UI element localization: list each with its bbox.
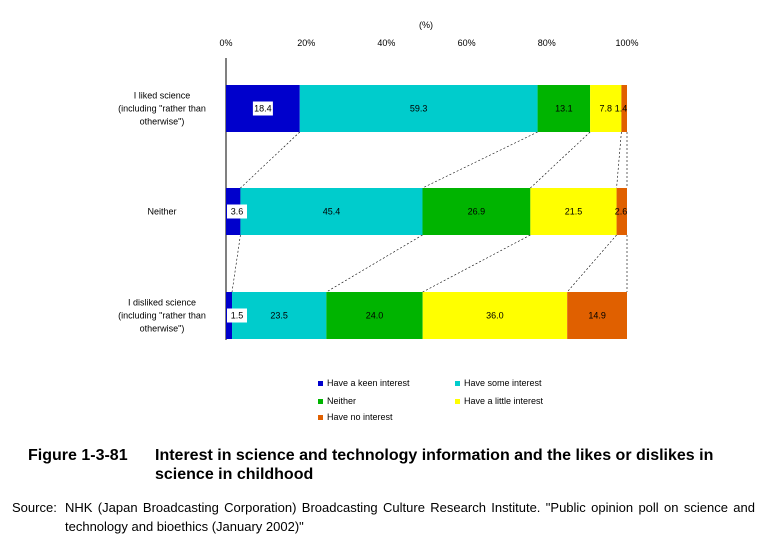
data-label: 23.5 xyxy=(270,311,288,321)
data-label: 18.4 xyxy=(254,104,272,114)
data-label: 36.0 xyxy=(486,311,504,321)
data-label: 14.9 xyxy=(588,311,606,321)
bar-segment xyxy=(621,85,627,132)
data-label: 7.8 xyxy=(599,104,612,114)
data-labels: 18.4 59.3 13.1 7.8 1.4 3.6 45.4 26.9 21.5 2.6 1.5 2… xyxy=(227,101,628,323)
data-label: 45.4 xyxy=(323,207,341,217)
legend-label: Have a keen interest xyxy=(327,378,410,388)
connector-line xyxy=(422,234,531,293)
legend-label: Neither xyxy=(327,396,356,406)
x-tick-label: 100% xyxy=(615,38,638,48)
bar-segment xyxy=(326,292,423,339)
bar-segment xyxy=(240,188,423,235)
x-tick-label: 40% xyxy=(377,38,395,48)
legend-swatch xyxy=(318,415,323,420)
bar-segment xyxy=(567,292,627,339)
x-tick-label: 60% xyxy=(458,38,476,48)
data-label-box xyxy=(227,204,247,219)
data-label: 59.3 xyxy=(410,104,428,114)
legend-label: Have no interest xyxy=(327,412,393,422)
bar-segment xyxy=(530,188,617,235)
figure-title: Interest in science and technology infor… xyxy=(155,447,714,483)
category-label: I liked science xyxy=(134,91,191,101)
data-label: 1.5 xyxy=(231,311,244,321)
legend-swatch xyxy=(318,399,323,404)
x-tick-label: 20% xyxy=(297,38,315,48)
category-label: otherwise") xyxy=(140,117,185,127)
legend-swatch xyxy=(455,381,460,386)
legend-label: Have some interest xyxy=(464,378,542,388)
category-label: Neither xyxy=(147,207,176,217)
data-label-box xyxy=(227,308,247,323)
category-label: (including "rather than xyxy=(118,311,206,321)
bar-segment xyxy=(590,85,622,132)
connector-line xyxy=(326,234,423,293)
legend-swatch xyxy=(318,381,323,386)
connector-line xyxy=(231,234,241,293)
data-label: 3.6 xyxy=(231,207,244,217)
data-label: 2.6 xyxy=(615,207,628,217)
connector-line xyxy=(530,131,591,189)
figure-number: Figure 1-3-81 xyxy=(28,447,128,464)
data-label: 26.9 xyxy=(468,207,486,217)
connector-lines xyxy=(231,131,628,293)
x-tick-label: 80% xyxy=(538,38,556,48)
data-label: 21.5 xyxy=(565,207,583,217)
bar-segment xyxy=(232,292,327,339)
bar-segment xyxy=(422,188,531,235)
legend-swatch xyxy=(455,399,460,404)
data-label-box xyxy=(252,101,273,116)
legend-label: Have a little interest xyxy=(464,396,544,406)
x-axis-ticks: 0% 20% 40% 60% 80% 100% xyxy=(219,38,638,48)
connector-line xyxy=(566,234,617,293)
category-label: I disliked science xyxy=(128,298,196,308)
bar-segment xyxy=(299,85,538,132)
connector-line xyxy=(422,131,538,189)
connector-line xyxy=(616,131,622,189)
data-label: 13.1 xyxy=(555,104,573,114)
bars xyxy=(226,85,627,339)
legend: Have a keen interest Have some interest Ne… xyxy=(318,378,544,422)
data-label: 24.0 xyxy=(366,311,384,321)
category-label: (including "rather than xyxy=(118,104,206,114)
bar-segment xyxy=(537,85,591,132)
unit-label: (%) xyxy=(419,20,433,30)
data-label: 1.4 xyxy=(615,104,628,114)
bar-segment xyxy=(616,188,627,235)
stacked-bar-chart: (%) 0% 20% 40% 60% 80% 100% 18.4 59.3 13.1 7.8 1.… xyxy=(118,20,638,422)
bar-segment xyxy=(422,292,568,339)
category-labels: I liked science (including "rather than ot… xyxy=(118,91,206,334)
category-label: otherwise") xyxy=(140,324,185,334)
source-lead: Source: xyxy=(12,500,57,515)
source-text: NHK (Japan Broadcasting Corporation) Bro… xyxy=(65,500,755,534)
connector-line xyxy=(240,131,300,189)
x-tick-label: 0% xyxy=(219,38,232,48)
